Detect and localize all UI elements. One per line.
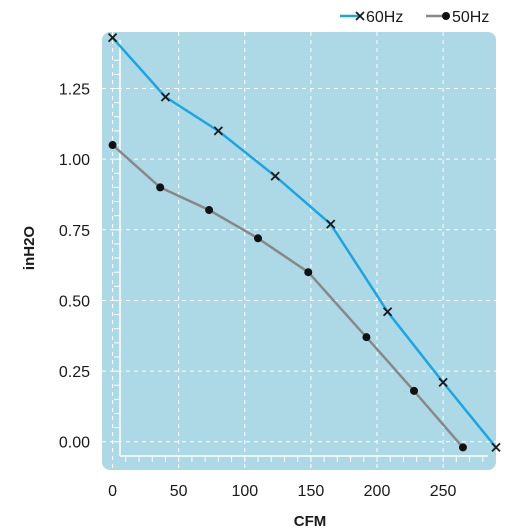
series-60hz-point [270, 171, 280, 181]
y-tick-label: 1.25 [59, 82, 90, 99]
x-tick-label: 250 [430, 483, 457, 500]
series-50hz-point [458, 443, 467, 452]
series-50hz-point [156, 183, 165, 192]
y-tick-label: 0.25 [59, 364, 90, 381]
legend-50hz-point [442, 12, 450, 20]
tick-labels: 0 50 100 150 200 250 0.00 0.25 0.50 0.75 1.00 1.25 [59, 82, 457, 500]
series-50hz-line [111, 144, 464, 449]
y-tick-label: 0.75 [59, 223, 90, 240]
y-tick-label: 0.00 [59, 435, 90, 452]
series-60hz-line [111, 36, 497, 449]
series-layer [107, 33, 501, 453]
series-60hz-point [491, 442, 501, 453]
legend-60hz-point [355, 11, 365, 21]
series-50hz-point [205, 206, 214, 215]
x-tick-label: 200 [364, 483, 391, 500]
x-tick-label: 150 [298, 483, 325, 500]
x-tick-label: 100 [231, 483, 258, 500]
y-axis-label: inH2O [21, 226, 38, 271]
series-60hz-point [326, 219, 336, 229]
series-60hz-point [107, 33, 118, 43]
series-60hz-point [213, 126, 223, 136]
x-tick-label: 50 [170, 483, 188, 500]
plot-area [102, 32, 496, 470]
series-50hz-point [254, 234, 263, 243]
series-60hz-point [382, 307, 393, 317]
x-tick-label: 0 [108, 483, 117, 500]
axes [114, 40, 488, 462]
series-60hz-point [438, 377, 448, 388]
series-50hz-point [362, 333, 371, 342]
grid [102, 32, 496, 470]
x-axis-label: CFM [294, 513, 327, 530]
y-tick-label: 1.00 [59, 152, 90, 169]
series-50hz-point [108, 141, 117, 150]
series-60hz-point [160, 92, 171, 102]
legend-60hz: 60Hz [340, 9, 403, 26]
y-tick-label: 0.50 [59, 293, 90, 310]
legend-50hz-label: 50Hz [452, 9, 489, 26]
series-50hz-point [304, 268, 313, 277]
series-50hz-point [410, 386, 419, 395]
legend-50hz: 50Hz [426, 9, 489, 26]
legend: 60Hz 50Hz [340, 9, 489, 26]
legend-60hz-label: 60Hz [366, 9, 403, 26]
